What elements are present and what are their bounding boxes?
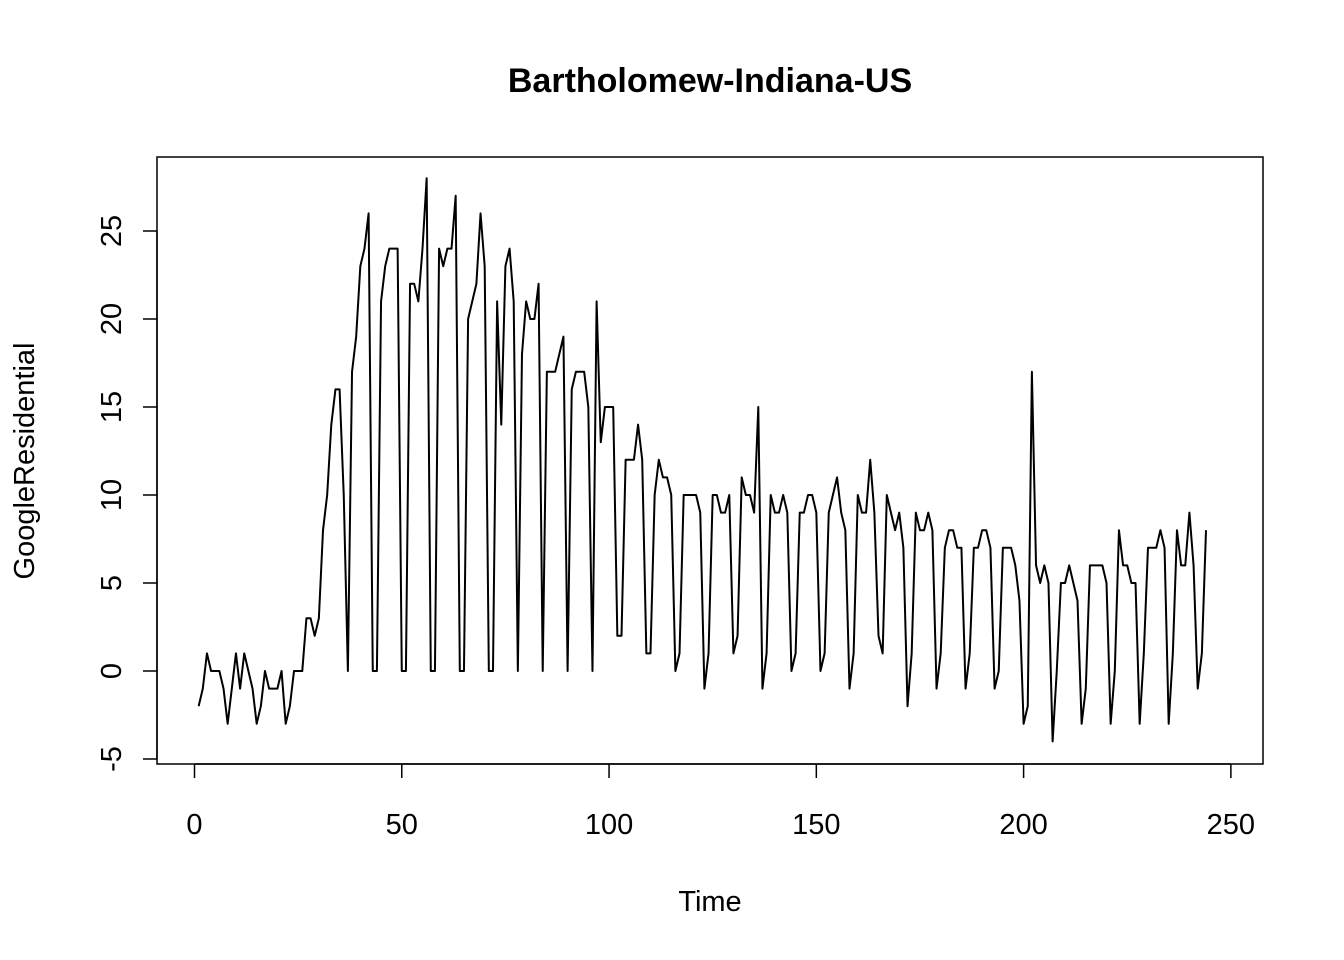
y-tick-label: 0: [96, 663, 128, 679]
x-tick-label: 50: [386, 809, 418, 841]
y-tick-label: 20: [96, 303, 128, 335]
x-tick-label: 250: [1207, 809, 1255, 841]
y-tick-label: 5: [96, 575, 128, 591]
y-tick-label: 10: [96, 479, 128, 511]
chart-title: Bartholomew-Indiana-US: [508, 62, 912, 100]
x-tick-label: 100: [585, 809, 633, 841]
y-tick-label: -5: [96, 746, 128, 772]
x-axis-label: Time: [678, 886, 741, 918]
x-tick-label: 150: [792, 809, 840, 841]
y-tick-label: 25: [96, 215, 128, 247]
y-axis-label: GoogleResidential: [9, 343, 41, 580]
plot-frame: [156, 156, 1264, 765]
y-tick-label: 15: [96, 391, 128, 423]
x-tick-label: 200: [999, 809, 1047, 841]
y-axis: -5 0 5 10 15 20 25: [96, 215, 158, 772]
x-tick-label: 0: [186, 809, 202, 841]
x-axis: 0 50 100 150 200 250: [186, 763, 1255, 841]
series-line: [197, 177, 1207, 743]
